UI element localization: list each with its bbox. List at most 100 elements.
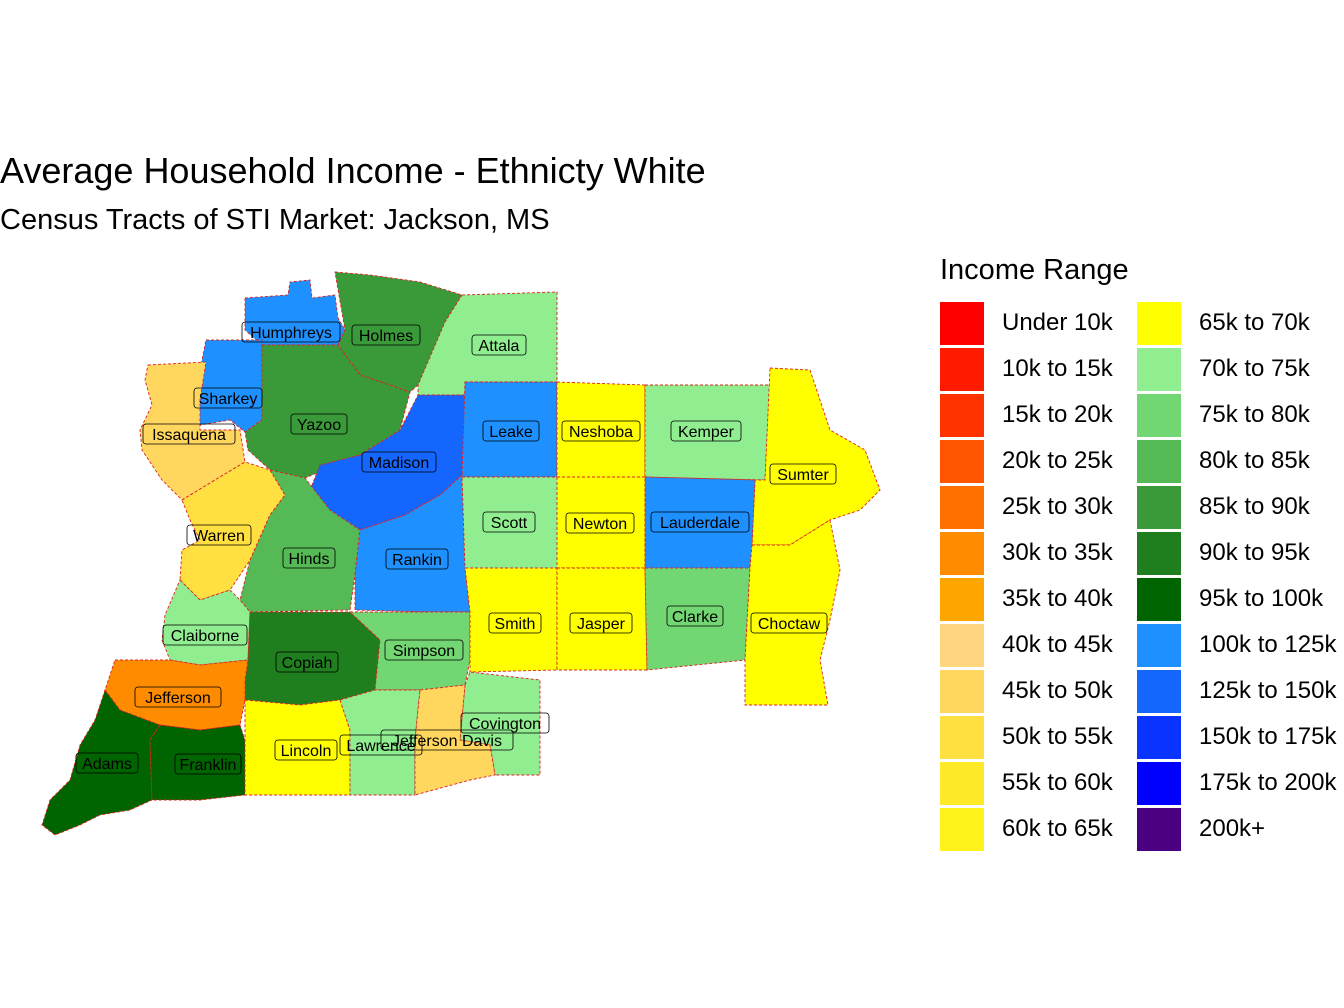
legend-label: 125k to 150k bbox=[1199, 677, 1337, 704]
chart-subtitle: Census Tracts of STI Market: Jackson, MS bbox=[0, 204, 550, 236]
county-label-simpson: Simpson bbox=[384, 639, 464, 661]
legend-item: 80k to 85k bbox=[1137, 438, 1310, 484]
county-label-rankin: Rankin bbox=[385, 548, 449, 570]
county-label-covington: Covington bbox=[460, 712, 550, 734]
county-label-text: Leake bbox=[489, 424, 533, 441]
county-map: Humphreys Holmes Attala Sharkey Issaquen… bbox=[41, 271, 881, 836]
legend-label: 30k to 35k bbox=[1002, 539, 1113, 566]
legend-item: 75k to 80k bbox=[1137, 392, 1310, 438]
legend-label: 95k to 100k bbox=[1199, 585, 1324, 612]
county-label-scott: Scott bbox=[482, 511, 536, 533]
legend-swatch bbox=[1137, 347, 1181, 391]
county-label-text: Choctaw bbox=[758, 616, 821, 633]
county-label-issaquena: Issaquena bbox=[142, 423, 236, 445]
county-label-jefferson: Jefferson bbox=[134, 686, 222, 708]
legend-label: 55k to 60k bbox=[1002, 769, 1113, 796]
county-label-text: Sharkey bbox=[199, 391, 258, 408]
legend-label: 200k+ bbox=[1199, 815, 1266, 842]
county-label-text: Jasper bbox=[577, 616, 626, 633]
legend-label: 70k to 75k bbox=[1199, 355, 1310, 382]
county-lincoln bbox=[244, 699, 351, 796]
county-adams bbox=[41, 689, 161, 836]
legend-item: 15k to 20k bbox=[940, 392, 1113, 438]
legend-swatch bbox=[940, 807, 984, 851]
legend-item: 30k to 35k bbox=[940, 530, 1113, 576]
chart-title: Average Household Income - Ethnicty Whit… bbox=[0, 150, 706, 191]
county-label-text: Covington bbox=[469, 716, 541, 733]
legend-item: 50k to 55k bbox=[940, 714, 1113, 760]
legend-swatch bbox=[1137, 577, 1181, 621]
county-label-sharkey: Sharkey bbox=[193, 387, 263, 409]
county-label-lauderdale: Lauderdale bbox=[650, 511, 750, 533]
county-label-text: Kemper bbox=[678, 424, 735, 441]
legend-item: 175k to 200k bbox=[1137, 760, 1336, 806]
county-sumter bbox=[751, 367, 881, 546]
legend-item: 45k to 50k bbox=[940, 668, 1113, 714]
legend-label: 175k to 200k bbox=[1199, 769, 1337, 796]
county-label-copiah: Copiah bbox=[275, 651, 339, 673]
legend-swatch bbox=[1137, 807, 1181, 851]
county-label-text: Rankin bbox=[392, 552, 442, 569]
county-label-text: Jefferson Davis bbox=[392, 733, 502, 750]
county-label-attala: Attala bbox=[471, 334, 527, 356]
county-label-text: Franklin bbox=[180, 757, 237, 774]
county-label-text: Lauderdale bbox=[660, 515, 740, 532]
county-label-madison: Madison bbox=[361, 451, 437, 473]
legend-label: 75k to 80k bbox=[1199, 401, 1310, 428]
county-hinds bbox=[239, 469, 361, 613]
county-label-text: Hinds bbox=[289, 551, 330, 568]
legend-label: 90k to 95k bbox=[1199, 539, 1310, 566]
county-label-text: Lincoln bbox=[281, 743, 332, 760]
legend-swatch bbox=[1137, 761, 1181, 805]
legend-label: 10k to 15k bbox=[1002, 355, 1113, 382]
legend-item: 20k to 25k bbox=[940, 438, 1113, 484]
legend-swatch bbox=[940, 531, 984, 575]
legend-label: Under 10k bbox=[1002, 309, 1113, 336]
legend-swatch bbox=[1137, 439, 1181, 483]
county-label-text: Neshoba bbox=[569, 424, 633, 441]
county-label-text: Sumter bbox=[777, 467, 829, 484]
county-label-text: Madison bbox=[369, 455, 429, 472]
county-label-yazoo: Yazoo bbox=[290, 413, 348, 435]
legend-label: 50k to 55k bbox=[1002, 723, 1113, 750]
county-label-text: Newton bbox=[573, 516, 627, 533]
county-label-choctaw: Choctaw bbox=[750, 612, 828, 634]
county-label-text: Adams bbox=[82, 756, 132, 773]
county-label-kemper: Kemper bbox=[670, 420, 742, 442]
legend-label: 40k to 45k bbox=[1002, 631, 1113, 658]
legend-swatch bbox=[940, 761, 984, 805]
county-label-warren: Warren bbox=[186, 524, 252, 546]
legend-swatch bbox=[940, 577, 984, 621]
legend-title: Income Range bbox=[940, 254, 1129, 286]
county-label-text: Holmes bbox=[359, 328, 413, 345]
county-newton bbox=[556, 476, 646, 569]
county-smith bbox=[464, 567, 558, 673]
county-label-text: Clarke bbox=[672, 609, 718, 626]
legend-item: 85k to 90k bbox=[1137, 484, 1310, 530]
county-madison bbox=[309, 394, 466, 531]
county-label-text: Warren bbox=[193, 528, 245, 545]
county-label-jefferson-davis: Jefferson Davis bbox=[380, 729, 514, 751]
legend-item: 25k to 30k bbox=[940, 484, 1113, 530]
county-lawrence bbox=[339, 689, 421, 796]
county-label-adams: Adams bbox=[75, 752, 139, 774]
legend-label: 20k to 25k bbox=[1002, 447, 1113, 474]
county-label-leake: Leake bbox=[482, 420, 540, 442]
legend-item: 40k to 45k bbox=[940, 622, 1113, 668]
legend-label: 80k to 85k bbox=[1199, 447, 1310, 474]
county-label-text: Humphreys bbox=[250, 325, 332, 342]
county-label-jasper: Jasper bbox=[569, 612, 633, 634]
legend-label: 85k to 90k bbox=[1199, 493, 1310, 520]
legend-item: 10k to 15k bbox=[940, 346, 1113, 392]
county-issaquena bbox=[139, 361, 246, 501]
legend-label: 45k to 50k bbox=[1002, 677, 1113, 704]
legend-swatch bbox=[1137, 669, 1181, 713]
legend-label: 150k to 175k bbox=[1199, 723, 1337, 750]
county-label-smith: Smith bbox=[488, 612, 542, 634]
legend-swatch bbox=[940, 715, 984, 759]
legend-item: 125k to 150k bbox=[1137, 668, 1336, 714]
county-jefferson-davis bbox=[414, 684, 496, 796]
county-label-text: Issaquena bbox=[152, 427, 226, 444]
legend-item: 100k to 125k bbox=[1137, 622, 1336, 668]
legend-label: 15k to 20k bbox=[1002, 401, 1113, 428]
